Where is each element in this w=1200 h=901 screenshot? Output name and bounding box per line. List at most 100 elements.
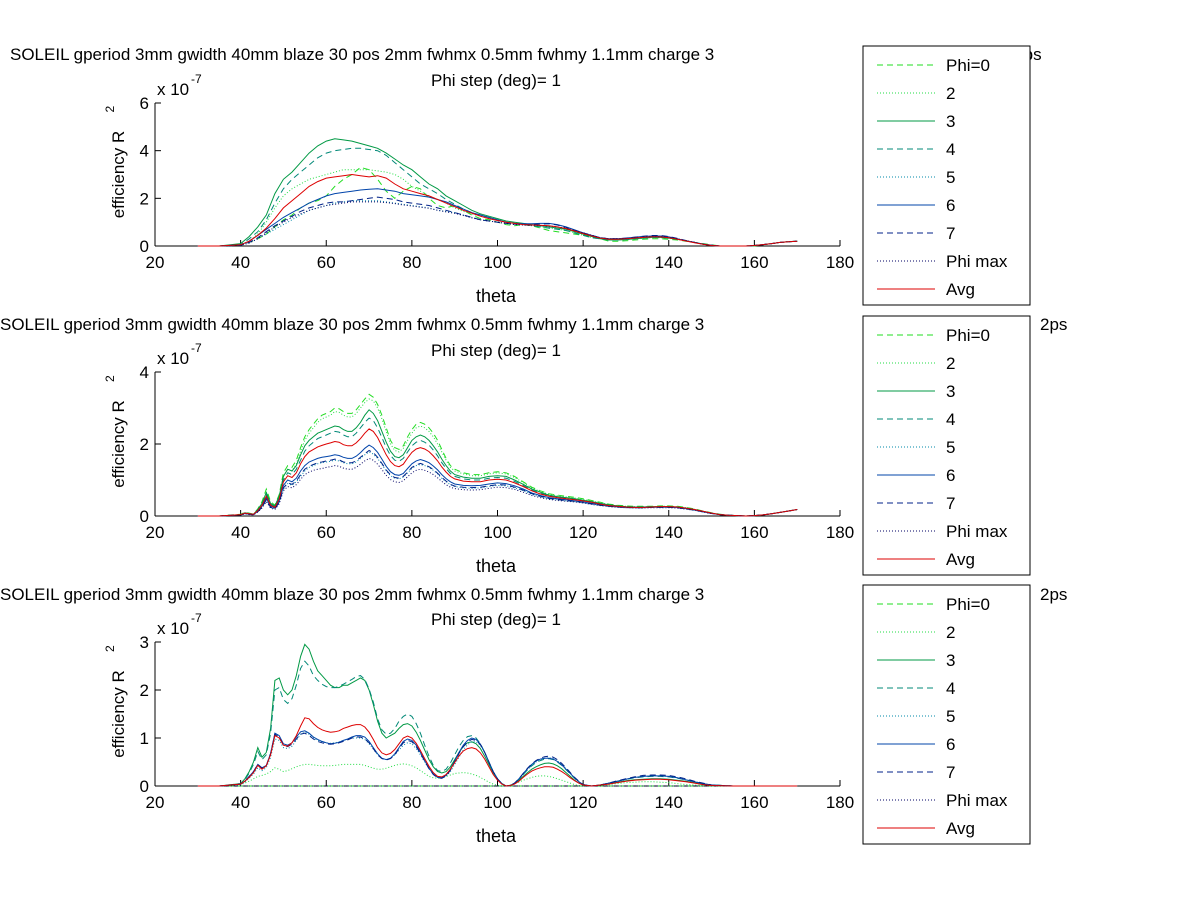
y-axis-label: efficiency R xyxy=(109,670,128,758)
scale-factor-exponent: -7 xyxy=(191,72,202,86)
legend-label: Avg xyxy=(946,280,975,299)
legend-label: 4 xyxy=(946,679,955,698)
legend-label: Phi max xyxy=(946,252,1008,271)
chart-subtitle: Phi step (deg)= 1 xyxy=(431,610,561,629)
series-layer xyxy=(197,643,798,787)
chart-subtitle: Phi step (deg)= 1 xyxy=(431,341,561,360)
legend-label: Phi=0 xyxy=(946,56,990,75)
legend-label: 2 xyxy=(946,84,955,103)
scale-factor-base: x 10 xyxy=(157,80,189,99)
y-axis-label-superscript: 2 xyxy=(103,106,117,113)
series-line-8 xyxy=(197,201,798,247)
legend-label: 5 xyxy=(946,438,955,457)
x-tick-label: 140 xyxy=(655,253,683,272)
x-tick-label: 20 xyxy=(146,253,165,272)
legend: Phi=0 2 3 4 5 6 7 Phi max Avg xyxy=(862,45,1031,306)
x-tick-label: 60 xyxy=(317,253,336,272)
series-line-7 xyxy=(197,449,798,517)
legend-label: 7 xyxy=(946,494,955,513)
y-tick-label: 2 xyxy=(140,435,149,454)
legend-label: 7 xyxy=(946,224,955,243)
legend-box xyxy=(862,45,1031,306)
x-tick-label: 80 xyxy=(402,253,421,272)
x-tick-label: 60 xyxy=(317,523,336,542)
series-line-8 xyxy=(197,457,798,517)
scale-factor-exponent: -7 xyxy=(191,611,202,625)
x-tick-label: 20 xyxy=(146,523,165,542)
x-tick-label: 180 xyxy=(826,253,854,272)
legend-label: 6 xyxy=(946,735,955,754)
x-tick-label: 120 xyxy=(569,793,597,812)
legend-label: 2 xyxy=(946,623,955,642)
series-line-1 xyxy=(197,393,798,517)
y-tick-label: 0 xyxy=(140,237,149,256)
x-tick-label: 20 xyxy=(146,793,165,812)
legend-label: 4 xyxy=(946,140,955,159)
series-layer xyxy=(197,138,798,247)
legend-box xyxy=(862,315,1031,576)
x-tick-label: 120 xyxy=(569,523,597,542)
y-tick-label: 4 xyxy=(140,363,149,382)
legend-label: 7 xyxy=(946,763,955,782)
x-tick-label: 80 xyxy=(402,523,421,542)
y-tick-label: 2 xyxy=(140,681,149,700)
x-tick-label: 60 xyxy=(317,793,336,812)
chart-title: SOLEIL gperiod 3mm gwidth 40mm blaze 30 … xyxy=(0,315,704,334)
chart-subtitle: Phi step (deg)= 1 xyxy=(431,71,561,90)
x-axis-label: theta xyxy=(476,286,517,306)
chart-title-tail: 2ps xyxy=(1040,315,1067,334)
series-line-2 xyxy=(197,398,798,517)
legend-label: Avg xyxy=(946,550,975,569)
legend-label: 3 xyxy=(946,651,955,670)
series-line-9 xyxy=(197,428,798,517)
x-tick-label: 100 xyxy=(483,253,511,272)
legend-label: 4 xyxy=(946,410,955,429)
legend-label: 5 xyxy=(946,168,955,187)
legend-label: Phi=0 xyxy=(946,595,990,614)
x-tick-label: 100 xyxy=(483,793,511,812)
x-tick-label: 120 xyxy=(569,253,597,272)
series-line-9 xyxy=(197,173,798,247)
scale-factor-base: x 10 xyxy=(157,349,189,368)
x-tick-label: 160 xyxy=(740,523,768,542)
x-tick-label: 180 xyxy=(826,523,854,542)
legend-label: Phi max xyxy=(946,791,1008,810)
x-tick-label: 40 xyxy=(231,523,250,542)
legend-label: Avg xyxy=(946,819,975,838)
x-tick-label: 40 xyxy=(231,253,250,272)
legend-label: 3 xyxy=(946,382,955,401)
y-axis-label-group: efficiency R 2 xyxy=(103,375,128,488)
legend-label: 6 xyxy=(946,466,955,485)
legend: Phi=0 2 3 4 5 6 7 Phi max Avg xyxy=(862,315,1031,576)
y-tick-label: 0 xyxy=(140,507,149,526)
legend-label: 6 xyxy=(946,196,955,215)
legend-label: 5 xyxy=(946,707,955,726)
legend-label: 3 xyxy=(946,112,955,131)
scale-factor-base: x 10 xyxy=(157,619,189,638)
x-tick-label: 80 xyxy=(402,793,421,812)
x-tick-label: 100 xyxy=(483,523,511,542)
x-axis-label: theta xyxy=(476,556,517,576)
y-axis-label-superscript: 2 xyxy=(103,375,117,382)
series-line-9 xyxy=(197,717,798,787)
y-axis-label-group: efficiency R 2 xyxy=(103,106,128,219)
legend-label: Phi max xyxy=(946,522,1008,541)
x-axis-label: theta xyxy=(476,826,517,846)
chart-panel-3: 20 40 60 80 100 120 140 160 180 0 1 2 3 x 10-7 SOLEIL … xyxy=(0,584,1067,846)
y-tick-label: 3 xyxy=(140,633,149,652)
chart-title: SOLEIL gperiod 3mm gwidth 40mm blaze 30 … xyxy=(10,45,714,64)
chart-panel-1: 20 40 60 80 100 120 140 160 180 0 2 4 6 x 10-7 SOLEIL … xyxy=(10,45,1042,306)
legend: Phi=0 2 3 4 5 6 7 Phi max Avg xyxy=(862,584,1031,845)
series-layer xyxy=(197,393,798,517)
legend-label: 2 xyxy=(946,354,955,373)
y-tick-label: 4 xyxy=(140,142,149,161)
x-tick-label: 180 xyxy=(826,793,854,812)
y-axis-label: efficiency R xyxy=(109,131,128,219)
x-tick-label: 140 xyxy=(655,523,683,542)
chart-title: SOLEIL gperiod 3mm gwidth 40mm blaze 30 … xyxy=(0,585,704,604)
legend-box xyxy=(862,584,1031,845)
scale-factor-exponent: -7 xyxy=(191,341,202,355)
chart-panel-2: 20 40 60 80 100 120 140 160 180 0 2 4 x 10-7 SOLEIL g… xyxy=(0,315,1067,576)
